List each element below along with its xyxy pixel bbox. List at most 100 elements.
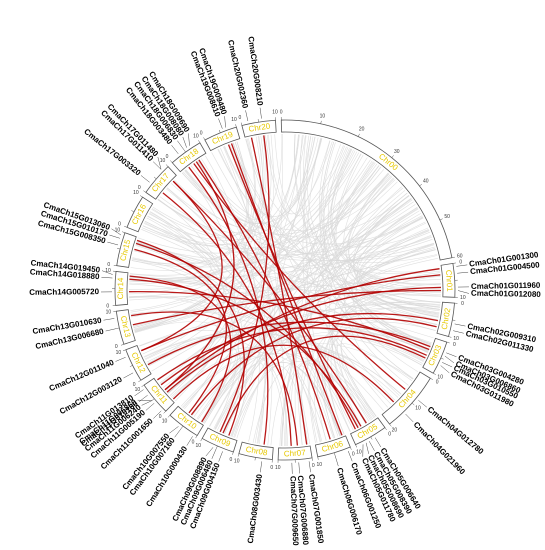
background-synteny-link (148, 213, 434, 262)
gene-leader-line (442, 362, 453, 368)
background-synteny-link (185, 169, 342, 436)
highlighted-synteny-link (129, 278, 362, 427)
axis-tick (195, 435, 198, 439)
background-synteny-link (285, 360, 374, 447)
axis-tick (237, 453, 240, 457)
highlighted-synteny-link (128, 291, 430, 351)
axis-tick (139, 195, 143, 198)
background-synteny-link (130, 141, 333, 311)
background-synteny-link (245, 138, 430, 248)
gene-leader-line (457, 271, 469, 274)
gene-leader-line (145, 403, 155, 411)
highlighted-links (128, 135, 442, 446)
axis-tick-label: 0 (312, 463, 315, 469)
background-synteny-link (336, 235, 432, 424)
gene-leader-line (374, 437, 382, 448)
axis-tick-label: 0 (138, 185, 141, 191)
background-synteny-link (356, 213, 439, 321)
axis-tick-label: 10 (193, 133, 199, 139)
axis-tick (391, 155, 394, 158)
axis-tick-label: 0 (159, 414, 162, 420)
gene-leader-line (218, 451, 223, 462)
axis-tick (129, 365, 133, 367)
gene-leader-line (205, 447, 214, 457)
background-synteny-link (334, 153, 429, 351)
gene-leader-line (111, 228, 122, 236)
background-synteny-link (232, 142, 438, 326)
axis-tick (203, 137, 206, 141)
axis-tick-label: 0 (459, 259, 462, 265)
gene-leader-line (103, 318, 115, 321)
chromosome-label-chr20: Chr20 (248, 121, 271, 133)
background-synteny-link (174, 141, 252, 228)
background-synteny-link (134, 138, 255, 333)
highlighted-synteny-link (172, 344, 395, 403)
highlighted-synteny-link (130, 311, 299, 446)
axis-tick-label: 10 (453, 336, 459, 342)
axis-tick-label: 10 (316, 462, 322, 468)
axis-tick (122, 231, 126, 233)
gene-leader-line (182, 136, 187, 148)
gene-labels: CmaCh01G001300CmaCh01G004500CmaCh01G0119… (29, 36, 541, 547)
axis-tick-label: 0 (388, 431, 391, 437)
gene-label: CmaCh20G008210 (246, 36, 264, 107)
axis-tick (433, 373, 436, 375)
background-synteny-link (335, 154, 432, 345)
axis-tick (317, 456, 319, 460)
background-synteny-link (340, 331, 429, 417)
chromosome-label-chr08: Chr08 (245, 445, 269, 458)
chromosome-segment-chr18 (171, 142, 207, 173)
axis-tick (384, 427, 387, 431)
axis-tick (446, 341, 450, 344)
background-synteny-link (211, 152, 396, 401)
axis-tick (240, 122, 243, 126)
background-synteny-link (143, 145, 344, 245)
axis-tick (163, 411, 166, 414)
axis-tick-label: 10 (105, 268, 111, 274)
axis-tick (138, 379, 142, 383)
chromosome-label-chr01: Chr01 (444, 270, 454, 293)
axis-tick (430, 378, 434, 380)
background-synteny-link (303, 135, 376, 418)
axis-tick (440, 357, 444, 360)
gene-leader-line (101, 270, 113, 275)
axis-tick (411, 402, 415, 406)
background-synteny-link (220, 221, 426, 433)
gene-label: CmaCh08G003430 (246, 473, 264, 544)
background-synteny-link (330, 300, 441, 432)
chromosome-segment-chr08 (238, 441, 274, 460)
axis-tick (200, 438, 203, 442)
gene-leader-line (152, 161, 162, 170)
chromosome-segment-chr09 (201, 427, 238, 453)
gene-leader-line (224, 116, 226, 128)
gene-leader-line (171, 145, 179, 154)
gene-leader-line (157, 156, 162, 170)
axis-tick (198, 140, 201, 143)
background-synteny-link (133, 239, 433, 269)
axis-tick (448, 336, 452, 338)
highlighted-synteny-link (198, 159, 331, 440)
highlighted-synteny-link (141, 180, 223, 352)
background-synteny-link (274, 134, 352, 217)
highlighted-synteny-link (188, 166, 269, 445)
background-synteny-link (129, 222, 212, 280)
background-synteny-link (167, 187, 432, 256)
gene-leader-line (134, 389, 144, 397)
background-synteny-link (134, 249, 436, 333)
axis-tick (151, 398, 155, 401)
axis-tick (153, 176, 157, 180)
axis-tick-label: 0 (352, 452, 355, 458)
background-synteny-link (267, 134, 426, 358)
axis-tick-label: 0 (166, 154, 169, 160)
axis-tick-label: 40 (423, 178, 429, 184)
highlighted-synteny-link (132, 289, 442, 326)
chromosome-label-chr02: Chr02 (440, 307, 453, 331)
axis-tick-label: 10 (415, 406, 421, 412)
gene-leader-line (368, 441, 375, 451)
axis-tick-label: 0 (106, 303, 109, 309)
axis-tick (357, 133, 360, 137)
axis-tick (117, 248, 121, 250)
background-synteny-link (141, 133, 283, 246)
highlighted-synteny-link (134, 248, 227, 414)
